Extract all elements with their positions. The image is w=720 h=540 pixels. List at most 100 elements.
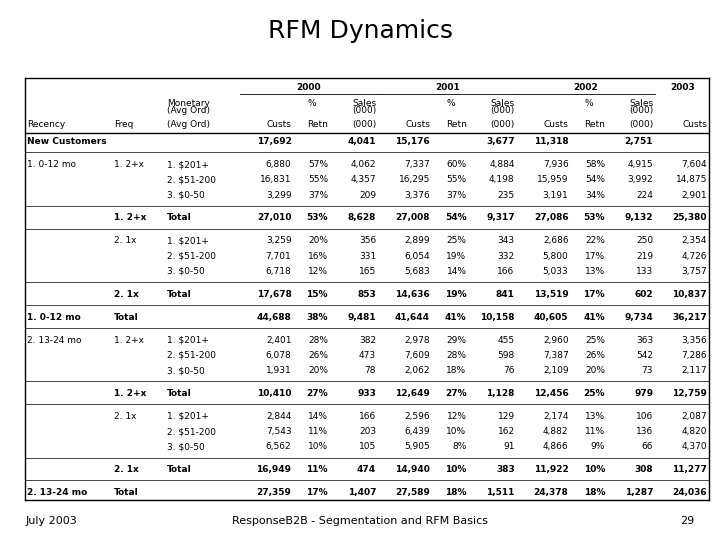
Text: (000): (000) (352, 120, 376, 130)
Text: 27,589: 27,589 (395, 488, 430, 497)
Text: 27,359: 27,359 (256, 488, 292, 497)
Text: 2,596: 2,596 (405, 412, 430, 421)
Text: 20%: 20% (308, 237, 328, 245)
Text: 6,562: 6,562 (266, 442, 292, 451)
Text: 841: 841 (496, 290, 515, 299)
Text: 1. 2+x: 1. 2+x (114, 389, 146, 398)
Text: 3,259: 3,259 (266, 237, 292, 245)
Text: 38%: 38% (307, 313, 328, 322)
Text: 224: 224 (636, 191, 653, 200)
Text: 11%: 11% (585, 427, 605, 436)
Text: 28%: 28% (308, 335, 328, 345)
Text: 3,191: 3,191 (543, 191, 569, 200)
Text: 7,701: 7,701 (266, 252, 292, 261)
Text: 29: 29 (680, 516, 695, 526)
Text: 13,519: 13,519 (534, 290, 569, 299)
Text: 166: 166 (359, 412, 376, 421)
Text: 235: 235 (498, 191, 515, 200)
Text: 2,109: 2,109 (543, 366, 569, 375)
Text: 363: 363 (636, 335, 653, 345)
Text: 13%: 13% (585, 412, 605, 421)
Text: Sales: Sales (490, 98, 515, 107)
Text: 473: 473 (359, 351, 376, 360)
Text: RFM Dynamics: RFM Dynamics (268, 19, 452, 43)
Text: 2. 13-24 mo: 2. 13-24 mo (27, 335, 82, 345)
Text: 2,901: 2,901 (681, 191, 707, 200)
Text: 22%: 22% (585, 237, 605, 245)
Text: 9%: 9% (590, 442, 605, 451)
Text: 10%: 10% (446, 427, 467, 436)
Text: 25,380: 25,380 (672, 213, 707, 222)
Text: (000): (000) (352, 106, 376, 115)
Text: 3,757: 3,757 (681, 267, 707, 276)
Text: 37%: 37% (446, 191, 467, 200)
Text: 55%: 55% (446, 176, 467, 184)
Text: 2. 1x: 2. 1x (114, 412, 137, 421)
Text: 1. $201+: 1. $201+ (167, 335, 209, 345)
Text: 1. 2+x: 1. 2+x (114, 213, 146, 222)
Text: 12,649: 12,649 (395, 389, 430, 398)
Text: (Avg Ord): (Avg Ord) (167, 120, 210, 130)
Text: 250: 250 (636, 237, 653, 245)
Text: 25%: 25% (584, 389, 605, 398)
Text: 54%: 54% (445, 213, 467, 222)
Text: 15%: 15% (307, 290, 328, 299)
Text: 7,936: 7,936 (543, 160, 569, 169)
Text: 20%: 20% (585, 366, 605, 375)
Text: 308: 308 (634, 465, 653, 474)
Text: 66: 66 (642, 442, 653, 451)
Text: 105: 105 (359, 442, 376, 451)
Text: Total: Total (167, 213, 192, 222)
Text: 1,511: 1,511 (486, 488, 515, 497)
Text: 2,401: 2,401 (266, 335, 292, 345)
Text: 14%: 14% (446, 267, 467, 276)
Text: 10,837: 10,837 (672, 290, 707, 299)
Text: 10%: 10% (584, 465, 605, 474)
Text: 343: 343 (498, 237, 515, 245)
Text: 11,277: 11,277 (672, 465, 707, 474)
Text: Recency: Recency (27, 120, 66, 130)
Text: Sales: Sales (352, 98, 376, 107)
Text: 4,370: 4,370 (681, 442, 707, 451)
Text: %: % (446, 98, 455, 107)
Text: 53%: 53% (584, 213, 605, 222)
Text: 382: 382 (359, 335, 376, 345)
Text: 6,054: 6,054 (405, 252, 430, 261)
Text: 27,086: 27,086 (534, 213, 569, 222)
Text: New Customers: New Customers (27, 137, 107, 146)
Text: Total: Total (167, 389, 192, 398)
Text: 1. 0-12 mo: 1. 0-12 mo (27, 313, 81, 322)
Text: 3. $0-50: 3. $0-50 (167, 191, 204, 200)
Text: Custs: Custs (682, 120, 707, 130)
Text: 1,128: 1,128 (486, 389, 515, 398)
Text: Monetary: Monetary (167, 98, 210, 107)
Text: 8,628: 8,628 (348, 213, 376, 222)
Text: 16,949: 16,949 (256, 465, 292, 474)
Text: 3,677: 3,677 (486, 137, 515, 146)
Text: 332: 332 (498, 252, 515, 261)
Text: 2,354: 2,354 (682, 237, 707, 245)
Text: 2. $51-200: 2. $51-200 (167, 427, 216, 436)
Text: Total: Total (167, 290, 192, 299)
Text: 10,410: 10,410 (257, 389, 292, 398)
Text: 2,899: 2,899 (405, 237, 430, 245)
Text: 36,217: 36,217 (672, 313, 707, 322)
Text: 18%: 18% (445, 488, 467, 497)
Text: 14,875: 14,875 (675, 176, 707, 184)
Text: 1. $201+: 1. $201+ (167, 412, 209, 421)
Text: 3,356: 3,356 (681, 335, 707, 345)
Text: 10%: 10% (445, 465, 467, 474)
Text: (000): (000) (629, 106, 653, 115)
Text: 14%: 14% (308, 412, 328, 421)
Text: Freq: Freq (114, 120, 133, 130)
Text: 383: 383 (496, 465, 515, 474)
Text: 13%: 13% (585, 267, 605, 276)
Text: 2,117: 2,117 (681, 366, 707, 375)
Text: 853: 853 (357, 290, 376, 299)
Text: 25%: 25% (585, 335, 605, 345)
Text: 15,176: 15,176 (395, 137, 430, 146)
Text: 4,882: 4,882 (543, 427, 569, 436)
Text: 209: 209 (359, 191, 376, 200)
Text: 2000: 2000 (297, 83, 321, 92)
Text: 2001: 2001 (435, 83, 460, 92)
